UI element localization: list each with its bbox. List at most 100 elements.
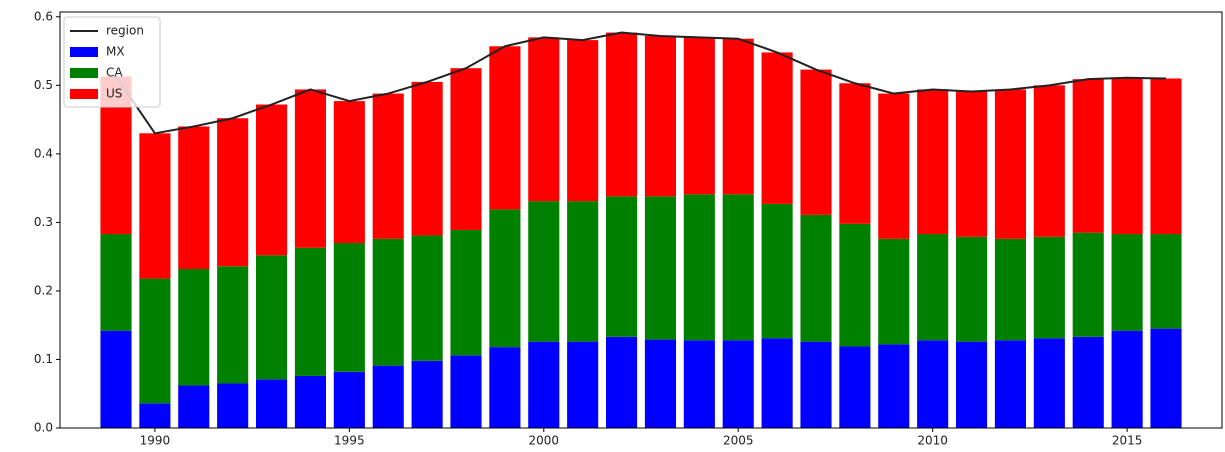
bar: [411, 81, 443, 236]
bar: [1033, 85, 1065, 237]
bar: [1150, 78, 1182, 235]
bar: [878, 344, 910, 428]
legend-label: MX: [106, 45, 125, 59]
legend-swatch: [70, 89, 98, 99]
bar: [217, 266, 249, 384]
bar: [450, 355, 482, 428]
bar: [217, 118, 249, 267]
bar: [1150, 234, 1182, 329]
bar: [1033, 338, 1065, 428]
bar: [567, 341, 599, 428]
bar: [1150, 328, 1182, 428]
bar: [567, 201, 599, 342]
x-tick-label: 2000: [529, 434, 560, 448]
x-tick-label: 2005: [723, 434, 754, 448]
bar: [100, 234, 132, 331]
bar: [450, 68, 482, 230]
y-tick-label: 0.6: [34, 9, 53, 23]
bar: [528, 201, 560, 342]
bar: [800, 341, 832, 428]
bar: [450, 229, 482, 356]
bar: [489, 46, 521, 210]
legend-label: US: [106, 87, 122, 101]
bar: [372, 365, 404, 428]
legend-box: [63, 16, 161, 108]
bar: [917, 89, 949, 235]
bar: [956, 236, 988, 342]
bar: [722, 340, 754, 428]
legend-swatch: [70, 47, 98, 57]
y-tick-label: 0.0: [34, 421, 53, 435]
bar: [994, 238, 1026, 341]
bar: [839, 83, 871, 224]
bar: [994, 340, 1026, 428]
bar: [372, 93, 404, 239]
bar: [411, 360, 443, 428]
bar: [178, 269, 210, 386]
bar: [839, 223, 871, 347]
bar: [722, 194, 754, 341]
bar: [761, 203, 793, 339]
bar: [1072, 79, 1104, 233]
bar: [644, 196, 676, 340]
legend-label: region: [106, 24, 144, 38]
bar: [800, 69, 832, 215]
bar: [606, 196, 638, 337]
bar: [1111, 234, 1143, 331]
bar: [489, 347, 521, 428]
bar: [683, 194, 715, 341]
bar: [333, 371, 365, 428]
bar: [178, 126, 210, 270]
bar: [878, 238, 910, 345]
bar: [139, 133, 171, 279]
line: [115, 31, 1167, 135]
bar: [178, 385, 210, 428]
legend: region MX CA US: [63, 16, 161, 108]
bar: [1111, 77, 1143, 235]
bar: [1111, 330, 1143, 428]
bar: [800, 214, 832, 342]
bar: [411, 235, 443, 361]
bar: [217, 383, 249, 428]
bar: [139, 403, 171, 428]
bar: [956, 91, 988, 237]
legend-swatch: [70, 68, 98, 78]
bar: [644, 339, 676, 428]
bar: [256, 255, 288, 380]
x-tick-label: 1995: [334, 434, 365, 448]
bar: [294, 247, 326, 376]
bar: [878, 93, 910, 239]
bar: [683, 340, 715, 428]
bar: [917, 340, 949, 428]
legend-label: CA: [106, 66, 123, 80]
bar: [256, 104, 288, 256]
bar: [839, 346, 871, 428]
bar: [567, 40, 599, 202]
bar: [372, 238, 404, 366]
bar: [761, 338, 793, 428]
bar: [761, 52, 793, 204]
bar: [294, 375, 326, 428]
x-tick-label: 2015: [1112, 434, 1143, 448]
bar: [256, 379, 288, 428]
bar: [528, 341, 560, 428]
bar: [528, 37, 560, 202]
bar: [722, 38, 754, 195]
bar: [489, 209, 521, 348]
x-tick-label: 1990: [140, 434, 171, 448]
bar: [994, 89, 1026, 239]
bar: [139, 278, 171, 404]
y-tick-label: 0.1: [34, 352, 53, 366]
bar: [294, 89, 326, 248]
bar: [606, 336, 638, 428]
bar: [100, 330, 132, 428]
bar: [606, 32, 638, 197]
y-tick-label: 0.2: [34, 283, 53, 297]
bar: [644, 35, 676, 197]
y-tick-label: 0.3: [34, 215, 53, 229]
bar: [333, 242, 365, 372]
y-tick-label: 0.5: [34, 78, 53, 92]
x-tick-label: 2010: [917, 434, 948, 448]
